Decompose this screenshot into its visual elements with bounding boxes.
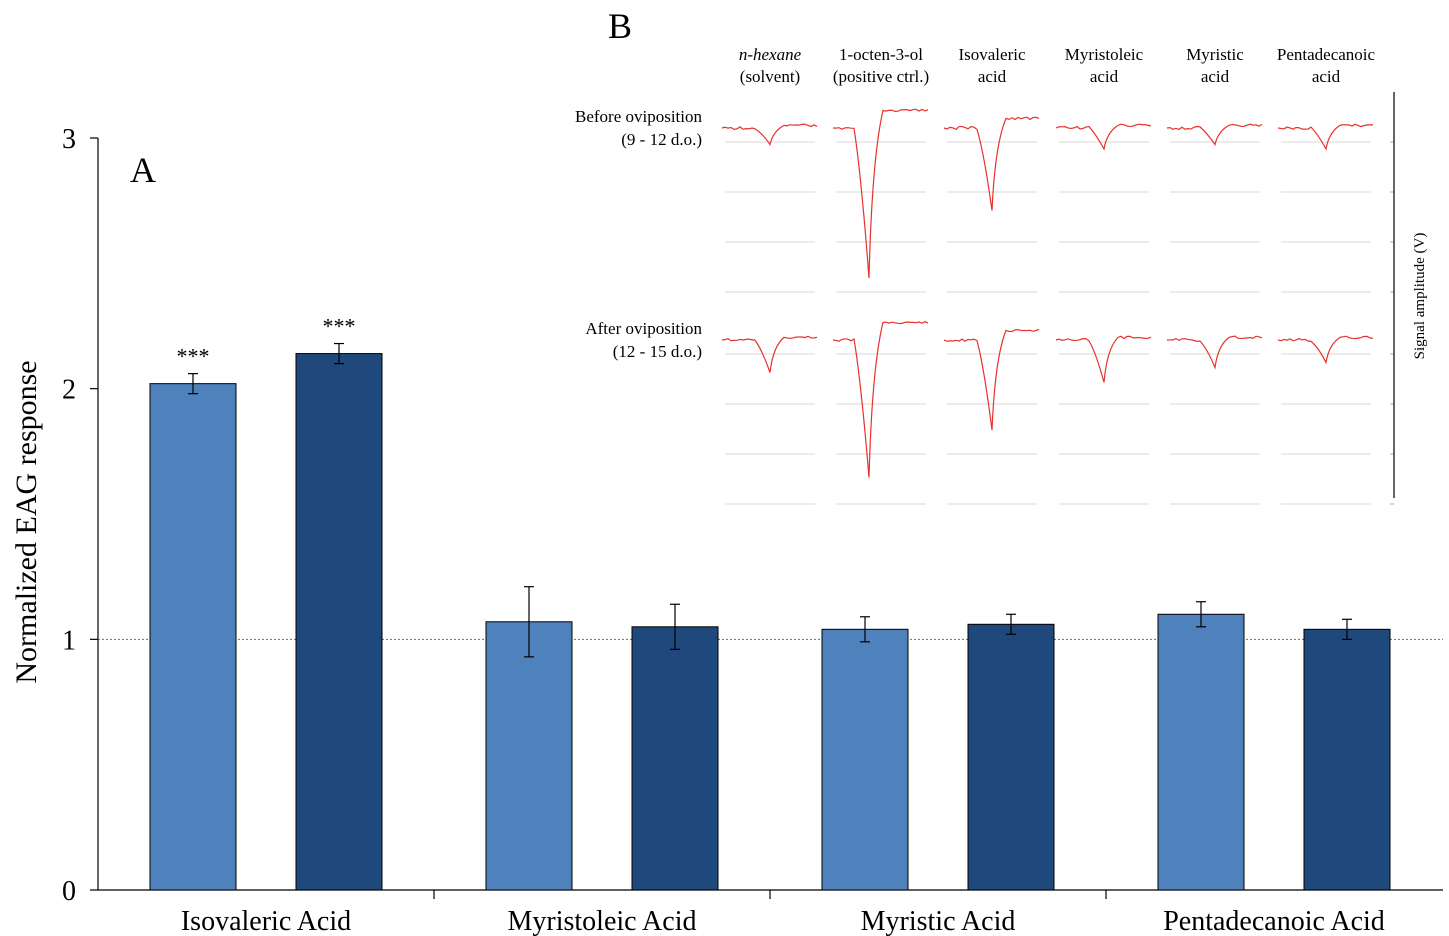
error-bar — [1342, 618, 1352, 640]
eag-trace — [1055, 335, 1152, 383]
error-bar — [334, 342, 344, 365]
y-tick-label: 3 — [62, 124, 76, 155]
error-bar — [524, 586, 534, 658]
compound-note: acid — [1312, 67, 1341, 86]
bar — [149, 383, 237, 891]
eag-trace — [943, 116, 1040, 211]
compound-name: Myristic — [1186, 45, 1244, 64]
eag-traces — [721, 108, 1374, 478]
bar — [821, 628, 909, 891]
compound-name: n-hexane — [739, 45, 802, 64]
compound-headers: n-hexane (solvent) 1-octen-3-ol (positive c… — [739, 45, 1376, 86]
y-tick-label: 0 — [62, 876, 76, 907]
bar — [967, 623, 1055, 891]
signal-axis-title: Signal amplitude (V) — [1412, 233, 1428, 360]
condition-period: (9 - 12 d.o.) — [621, 130, 702, 149]
condition-period: (12 - 15 d.o.) — [613, 342, 702, 361]
bar — [631, 626, 719, 891]
eag-trace — [721, 335, 818, 373]
compound-name: Isovaleric — [958, 45, 1025, 64]
error-bar — [1196, 601, 1206, 628]
eag-trace — [1277, 123, 1374, 151]
eag-trace — [943, 328, 1040, 431]
condition-label: After oviposition — [585, 319, 702, 338]
condition-label: Before oviposition — [575, 107, 703, 126]
error-bar — [1006, 613, 1016, 635]
eag-trace — [721, 123, 818, 146]
bar — [1157, 613, 1245, 891]
panel-a-bar-chart: A Normalized EAG response 0 1 2 3 *** *** Is… — [10, 124, 1443, 936]
compound-note: acid — [978, 67, 1007, 86]
category-labels: Isovaleric Acid Myristoleic Acid Myristic … — [181, 890, 1385, 936]
eag-trace — [832, 108, 929, 279]
significance-label: *** — [177, 344, 210, 369]
eag-trace — [832, 320, 929, 478]
compound-name: Pentadecanoic — [1277, 45, 1376, 64]
compound-note: (positive ctrl.) — [833, 67, 929, 86]
condition-labels: Before oviposition (9 - 12 d.o.) After ovi… — [575, 107, 703, 361]
panel-b-eag-traces: B n-hexane (solvent) 1-octen-3-ol (positive… — [575, 6, 1428, 505]
category-label: Isovaleric Acid — [181, 906, 351, 936]
error-bar — [860, 616, 870, 643]
y-tick-label: 1 — [62, 625, 76, 656]
y-ticks: 0 1 2 3 — [62, 124, 98, 907]
eag-trace — [1055, 123, 1152, 151]
trace-gridlines — [725, 141, 1394, 505]
eag-trace — [1166, 335, 1263, 370]
compound-name: Myristoleic — [1065, 45, 1144, 64]
bar — [1303, 628, 1391, 891]
compound-name: 1-octen-3-ol — [839, 45, 923, 64]
bar — [485, 621, 573, 891]
panel-a-label: A — [130, 150, 156, 190]
eag-trace — [1277, 335, 1374, 365]
eag-trace — [1166, 123, 1263, 146]
compound-note: acid — [1090, 67, 1119, 86]
bar — [295, 353, 383, 891]
compound-note: acid — [1201, 67, 1230, 86]
category-label: Myristic Acid — [861, 906, 1016, 936]
bars: *** *** — [149, 314, 1391, 891]
category-label: Pentadecanoic Acid — [1163, 906, 1385, 936]
panel-b-label: B — [608, 6, 632, 46]
category-label: Myristoleic Acid — [508, 906, 697, 936]
significance-label: *** — [323, 314, 356, 339]
compound-note: (solvent) — [740, 67, 800, 86]
y-axis-title: Normalized EAG response — [10, 360, 43, 683]
error-bar — [670, 603, 680, 650]
error-bar — [188, 373, 198, 395]
y-tick-label: 2 — [62, 375, 76, 406]
